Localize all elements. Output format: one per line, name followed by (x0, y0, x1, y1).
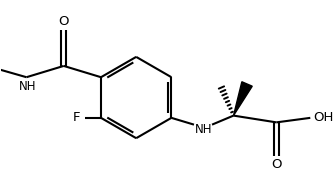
Text: NH: NH (195, 123, 212, 136)
Text: O: O (58, 15, 69, 28)
Polygon shape (233, 82, 252, 116)
Text: NH: NH (19, 80, 36, 93)
Text: O: O (271, 158, 282, 171)
Text: F: F (72, 111, 80, 124)
Text: OH: OH (313, 111, 333, 124)
